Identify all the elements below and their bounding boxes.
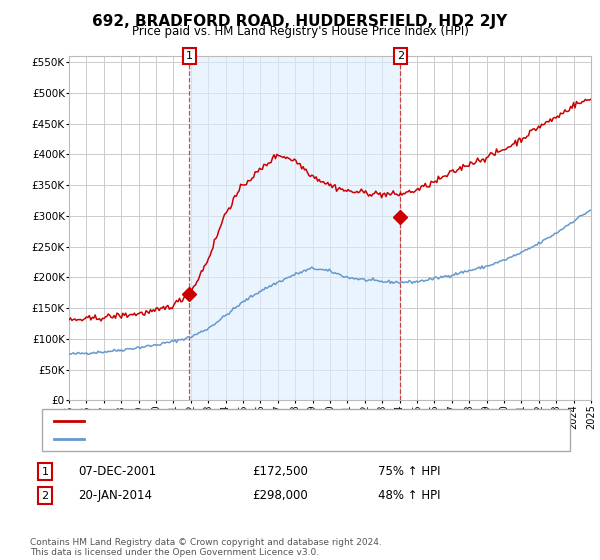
Text: 692, BRADFORD ROAD, HUDDERSFIELD, HD2 2JY: 692, BRADFORD ROAD, HUDDERSFIELD, HD2 2J… bbox=[92, 14, 508, 29]
Text: 07-DEC-2001: 07-DEC-2001 bbox=[78, 465, 156, 478]
Text: 1: 1 bbox=[186, 51, 193, 61]
Text: Contains HM Land Registry data © Crown copyright and database right 2024.
This d: Contains HM Land Registry data © Crown c… bbox=[30, 538, 382, 557]
Text: 1: 1 bbox=[41, 466, 49, 477]
Text: 75% ↑ HPI: 75% ↑ HPI bbox=[378, 465, 440, 478]
Text: HPI: Average price, detached house, Kirklees: HPI: Average price, detached house, Kirk… bbox=[93, 434, 328, 444]
Text: 2: 2 bbox=[41, 491, 49, 501]
Bar bbox=[190, 56, 400, 400]
Text: 2: 2 bbox=[397, 51, 404, 61]
Text: £298,000: £298,000 bbox=[252, 489, 308, 502]
Text: 692, BRADFORD ROAD, HUDDERSFIELD, HD2 2JY (detached house): 692, BRADFORD ROAD, HUDDERSFIELD, HD2 2J… bbox=[93, 416, 442, 426]
Text: £172,500: £172,500 bbox=[252, 465, 308, 478]
Text: Price paid vs. HM Land Registry's House Price Index (HPI): Price paid vs. HM Land Registry's House … bbox=[131, 25, 469, 38]
Text: 48% ↑ HPI: 48% ↑ HPI bbox=[378, 489, 440, 502]
Text: 20-JAN-2014: 20-JAN-2014 bbox=[78, 489, 152, 502]
